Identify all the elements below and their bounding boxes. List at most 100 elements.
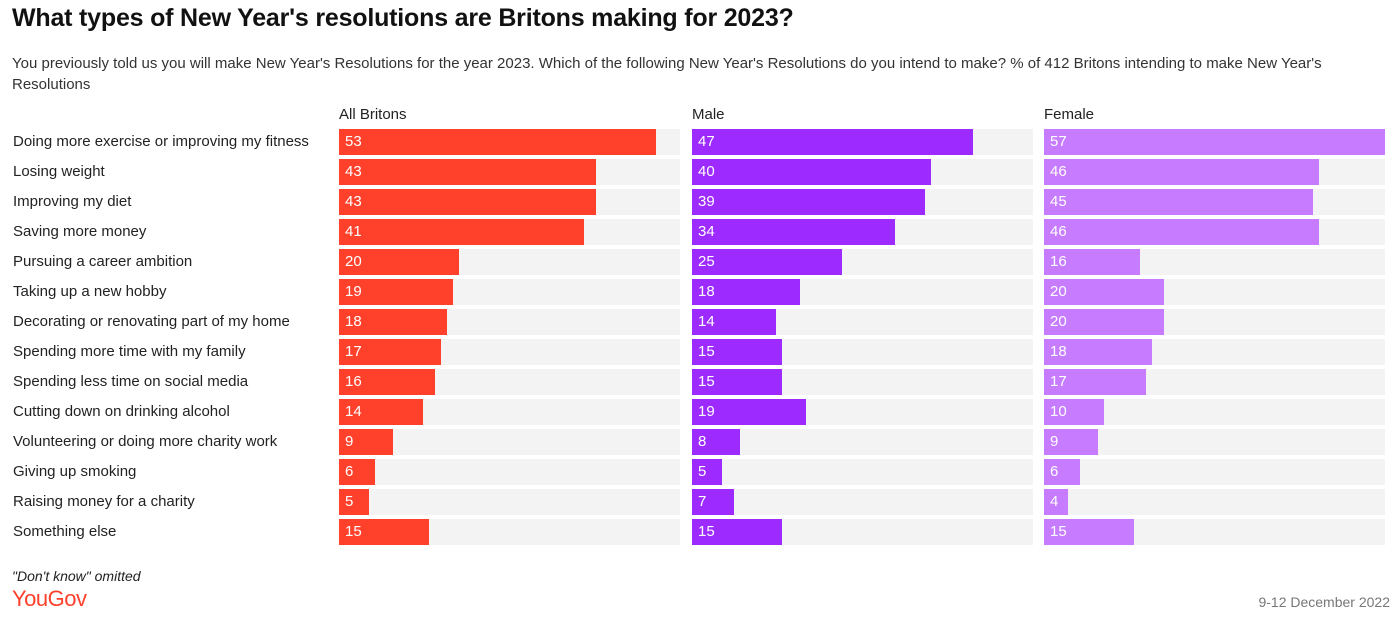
bar [339, 249, 459, 275]
chart-subtitle: You previously told us you will make New… [12, 55, 1322, 93]
bar [339, 339, 441, 365]
data-label: 20 [1050, 283, 1067, 300]
bar-track: 15 [339, 519, 680, 545]
bar [339, 219, 585, 245]
bar [692, 189, 926, 215]
category-label: Something else [13, 523, 117, 540]
bar [1044, 279, 1164, 305]
bar-track: 6 [1044, 459, 1385, 485]
data-label: 15 [698, 343, 715, 360]
data-label: 14 [698, 313, 715, 330]
bar-track: 14 [339, 399, 680, 425]
bar [1044, 189, 1314, 215]
data-label: 5 [698, 463, 707, 480]
data-label: 16 [345, 373, 362, 390]
data-label: 46 [1050, 163, 1067, 180]
chart-title: What types of New Year's resolutions are… [12, 4, 794, 32]
bar [692, 489, 734, 515]
bar [1044, 159, 1320, 185]
data-label: 45 [1050, 193, 1067, 210]
bar-track: 8 [692, 429, 1033, 455]
bar [339, 489, 369, 515]
bar-track: 53 [339, 129, 680, 155]
bar [692, 219, 896, 245]
data-label: 18 [1050, 343, 1067, 360]
bar-track: 19 [339, 279, 680, 305]
data-label: 25 [698, 253, 715, 270]
data-label: 17 [345, 343, 362, 360]
bar-track: 18 [692, 279, 1033, 305]
bar-track: 9 [339, 429, 680, 455]
data-label: 10 [1050, 403, 1067, 420]
bar [339, 309, 447, 335]
bar [1044, 369, 1146, 395]
category-label: Raising money for a charity [13, 493, 195, 510]
bar [1044, 429, 1098, 455]
data-label: 57 [1050, 133, 1067, 150]
bar-track: 39 [692, 189, 1033, 215]
bar [339, 369, 435, 395]
panel-header-1: Male [692, 106, 725, 123]
data-label: 47 [698, 133, 715, 150]
bar-track: 15 [692, 339, 1033, 365]
bar [339, 429, 393, 455]
data-label: 9 [1050, 433, 1059, 450]
bar-track: 46 [1044, 219, 1385, 245]
bar [692, 279, 800, 305]
bar-track: 6 [339, 459, 680, 485]
bar [339, 159, 597, 185]
bar [1044, 489, 1068, 515]
category-label: Cutting down on drinking alcohol [13, 403, 230, 420]
bar [1044, 129, 1385, 155]
bar [1044, 459, 1080, 485]
data-label: 9 [345, 433, 354, 450]
bar-track: 7 [692, 489, 1033, 515]
bar [339, 279, 453, 305]
bar [692, 399, 806, 425]
category-label: Improving my diet [13, 193, 132, 210]
bar-track: 20 [1044, 279, 1385, 305]
data-label: 39 [698, 193, 715, 210]
bar-track: 25 [692, 249, 1033, 275]
bar [339, 459, 375, 485]
data-label: 19 [698, 403, 715, 420]
data-label: 6 [1050, 463, 1059, 480]
category-label: Volunteering or doing more charity work [13, 433, 278, 450]
bar [692, 459, 722, 485]
yougov-logo: YouGov [12, 586, 87, 611]
bar-track: 45 [1044, 189, 1385, 215]
category-label: Spending more time with my family [13, 343, 246, 360]
bar [692, 129, 974, 155]
bar-track: 10 [1044, 399, 1385, 425]
bar [1044, 339, 1152, 365]
data-label: 53 [345, 133, 362, 150]
data-label: 15 [698, 373, 715, 390]
bar [1044, 309, 1164, 335]
bar [692, 339, 782, 365]
bar-track: 9 [1044, 429, 1385, 455]
data-label: 20 [1050, 313, 1067, 330]
data-label: 5 [345, 493, 354, 510]
bar-track: 5 [692, 459, 1033, 485]
bar-track: 34 [692, 219, 1033, 245]
bar [692, 519, 782, 545]
data-label: 4 [1050, 493, 1059, 510]
bar-track: 19 [692, 399, 1033, 425]
bar [692, 369, 782, 395]
bar-track: 17 [1044, 369, 1385, 395]
data-label: 14 [345, 403, 362, 420]
data-label: 15 [698, 523, 715, 540]
panel-header-2: Female [1044, 106, 1095, 123]
bar [692, 249, 842, 275]
bar-track: 18 [339, 309, 680, 335]
bar [1044, 399, 1104, 425]
bar-track: 57 [1044, 129, 1385, 155]
data-label: 19 [345, 283, 362, 300]
bar [339, 519, 429, 545]
bar-track: 16 [1044, 249, 1385, 275]
data-label: 15 [1050, 523, 1067, 540]
bar-track: 15 [1044, 519, 1385, 545]
data-label: 43 [345, 163, 362, 180]
bar [692, 309, 776, 335]
bar [339, 399, 423, 425]
